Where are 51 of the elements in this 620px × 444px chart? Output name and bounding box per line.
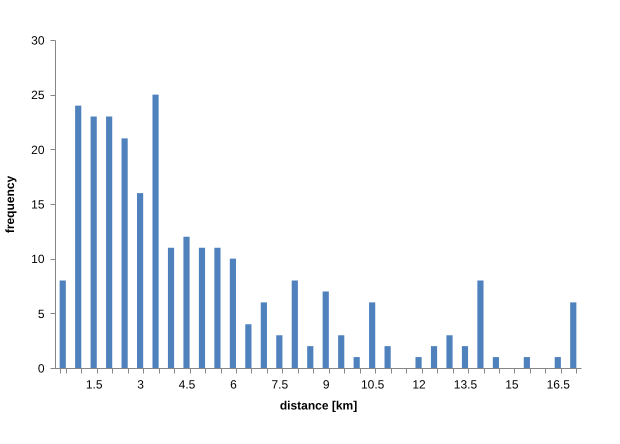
bar (338, 335, 344, 368)
bar (524, 357, 530, 368)
x-tick-label: 1.5 (86, 378, 103, 392)
bar (214, 248, 221, 368)
y-tick-label: 30 (31, 34, 45, 48)
bar (276, 335, 282, 368)
bar (260, 302, 267, 368)
y-tick-label: 5 (38, 306, 45, 321)
x-tick-label: 10.5 (360, 378, 385, 392)
bar (245, 324, 252, 368)
x-tick-label: 15 (505, 378, 519, 392)
bar (369, 302, 376, 368)
bar (152, 94, 159, 368)
bar (168, 248, 174, 368)
x-tick-label: 9 (322, 378, 330, 392)
y-axis-title: frequency (3, 176, 18, 234)
bar (75, 106, 82, 368)
bar (322, 291, 329, 368)
bar (354, 357, 360, 368)
y-tick-label: 10 (31, 252, 45, 266)
bar (384, 346, 391, 368)
y-tick-label: 25 (31, 88, 45, 102)
bar (570, 302, 576, 368)
bar (477, 280, 484, 368)
bar (446, 335, 453, 368)
x-tick-label: 4.5 (178, 378, 196, 392)
bar (106, 116, 112, 368)
bar (462, 346, 468, 368)
bar (183, 236, 190, 368)
bar (492, 357, 500, 368)
x-tick-label: 7.5 (271, 378, 288, 392)
y-tick-label: 20 (31, 142, 45, 157)
bar (430, 346, 438, 368)
bar (415, 357, 422, 368)
x-tick-label: 16.5 (546, 378, 570, 392)
bar (292, 280, 298, 368)
x-tick-label: 3 (137, 378, 144, 392)
bar (198, 248, 206, 368)
y-tick-label: 15 (31, 198, 45, 212)
y-tick-label: 0 (38, 362, 45, 376)
x-tick-label: 12 (412, 378, 426, 392)
x-tick-label: 13.5 (454, 378, 478, 392)
x-tick-label: 6 (230, 378, 238, 392)
x-axis-title: distance [km] (280, 398, 358, 412)
bar (307, 346, 314, 368)
bar (122, 138, 128, 368)
bar (60, 280, 66, 368)
bar (136, 193, 144, 368)
bar (90, 116, 97, 368)
bar (554, 357, 561, 368)
bar (230, 258, 236, 368)
